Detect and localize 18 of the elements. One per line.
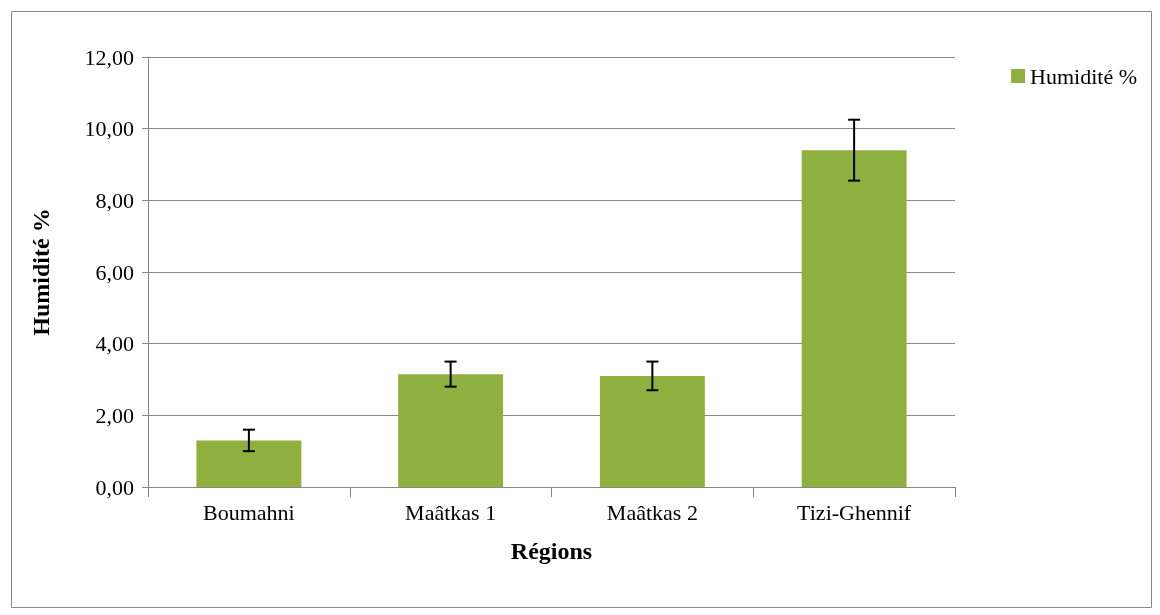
bar [599, 375, 705, 487]
x-tick-label: Maâtkas 2 [606, 499, 698, 525]
x-tick-label: Boumahni [203, 499, 295, 525]
y-tick-label: 6,00 [95, 259, 134, 285]
legend-label: Humidité % [1030, 63, 1138, 89]
x-tick-label: Tizi-Ghennif [797, 499, 912, 525]
y-tick-label: 10,00 [84, 116, 134, 142]
y-axis-title: Humidité % [28, 208, 54, 336]
y-tick-label: 2,00 [95, 402, 134, 428]
bar [196, 440, 302, 487]
bar [398, 374, 504, 487]
y-tick-label: 0,00 [95, 474, 134, 500]
y-tick-label: 4,00 [95, 331, 134, 357]
x-axis-title: Régions [510, 538, 593, 564]
y-tick-label: 12,00 [84, 44, 134, 70]
y-tick-label: 8,00 [95, 187, 134, 213]
x-tick-label: Maâtkas 1 [405, 499, 497, 525]
bar [801, 150, 907, 487]
